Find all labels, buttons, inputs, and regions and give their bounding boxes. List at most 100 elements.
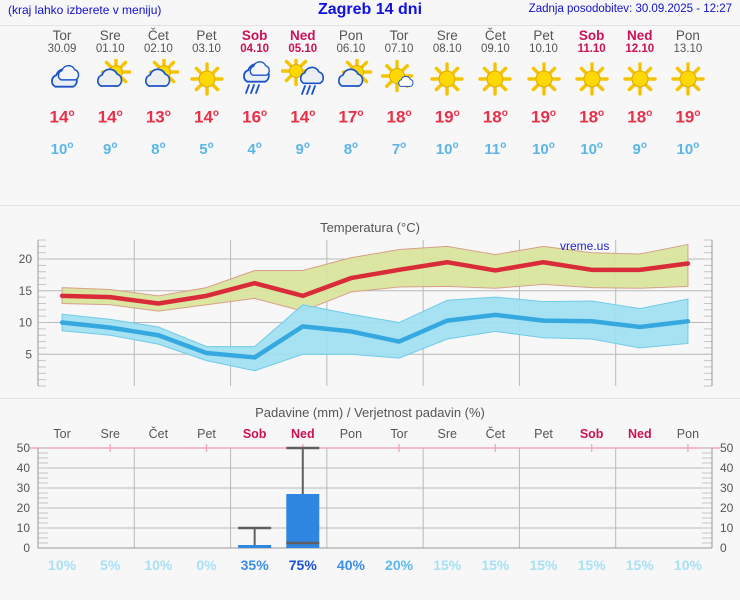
svg-text:Sre: Sre (437, 427, 457, 441)
svg-text:10: 10 (17, 521, 31, 535)
day-date: 10.10 (529, 43, 558, 55)
svg-text:50: 50 (720, 441, 734, 455)
forecast-day-column: Čet 09.10 18o 11o (469, 28, 521, 163)
svg-text:vreme.us: vreme.us (560, 239, 609, 253)
sun-rain-icon (277, 59, 329, 99)
temperature-chart: 5 10 15 20 vreme.us (0, 236, 740, 396)
svg-text:0: 0 (23, 541, 30, 555)
sunny-icon (421, 59, 473, 99)
forecast-day-column: Sre 01.10 14o 9o (84, 28, 136, 163)
forecast-day-column: Sre 08.10 19o 10o (421, 28, 473, 163)
day-date: 11.10 (577, 43, 606, 55)
cloudy-icon (36, 59, 88, 99)
day-date: 03.10 (192, 43, 221, 55)
svg-text:Ned: Ned (291, 427, 315, 441)
forecast-day-column: Pet 03.10 14o 5o (181, 28, 233, 163)
sunny-icon (566, 59, 618, 99)
svg-text:30: 30 (720, 481, 734, 495)
svg-text:75%: 75% (289, 557, 318, 573)
day-date: 07.10 (384, 43, 414, 55)
svg-text:40: 40 (17, 461, 31, 475)
day-date: 12.10 (625, 43, 655, 55)
day-name: Tor (389, 28, 409, 43)
svg-text:10: 10 (19, 316, 33, 330)
temperature-min: 4o (247, 139, 262, 158)
sunny-icon (181, 59, 233, 99)
svg-text:15%: 15% (626, 557, 655, 573)
temperature-min: 5o (199, 139, 214, 158)
day-date: 05.10 (288, 43, 318, 55)
day-date: 02.10 (143, 43, 173, 55)
svg-text:15%: 15% (481, 557, 510, 573)
forecast-day-column: Tor 07.10 18o 7o (373, 28, 425, 163)
partly-sunny-icon (132, 59, 184, 99)
day-name: Ned (290, 28, 316, 43)
forecast-day-column: Pon 13.10 19o 10o (662, 28, 714, 163)
forecast-day-column: Ned 05.10 14o 9o (277, 28, 329, 163)
svg-text:15%: 15% (529, 557, 558, 573)
svg-text:10%: 10% (48, 557, 77, 573)
forecast-day-column: Ned 12.10 18o 9o (614, 28, 666, 163)
day-name: Pon (675, 28, 700, 43)
temperature-max: 13o (145, 107, 171, 127)
partly-sunny-icon (325, 59, 377, 99)
day-date: 06.10 (336, 43, 366, 55)
svg-text:Pet: Pet (197, 427, 216, 441)
svg-text:50: 50 (17, 441, 31, 455)
svg-text:10%: 10% (144, 557, 173, 573)
day-name: Čet (147, 28, 169, 43)
temperature-min: 8o (151, 139, 166, 158)
sunny-icon (614, 59, 666, 99)
svg-text:Pon: Pon (340, 427, 362, 441)
temperature-max: 19o (434, 107, 460, 127)
menu-hint: (kraj lahko izberete v meniju) (8, 3, 162, 17)
temperature-min: 10o (435, 139, 459, 158)
temperature-min: 8o (343, 139, 359, 158)
day-date: 01.10 (95, 43, 125, 55)
svg-text:5%: 5% (100, 557, 121, 573)
svg-text:Tor: Tor (390, 427, 407, 441)
svg-text:20%: 20% (385, 557, 414, 573)
svg-text:20: 20 (17, 501, 31, 515)
day-name: Pon (338, 28, 363, 43)
day-name: Pet (196, 28, 217, 43)
svg-text:Čet: Čet (149, 426, 169, 441)
day-name: Pet (533, 28, 554, 43)
sunny-icon (662, 59, 714, 99)
header-divider (0, 25, 740, 26)
day-date: 13.10 (673, 43, 703, 55)
svg-text:Sob: Sob (243, 427, 267, 441)
page-header: (kraj lahko izberete v meniju) Zagreb 14… (0, 0, 740, 24)
rain-icon (229, 59, 281, 99)
sunny-icon (518, 59, 570, 99)
day-date: 30.09 (47, 43, 77, 55)
table-divider (0, 205, 740, 206)
temperature-min: 10o (580, 139, 604, 158)
forecast-day-column: Pon 06.10 17o 8o (325, 28, 377, 163)
temperature-chart-title: Temperatura (°C) (320, 220, 420, 235)
day-name: Tor (52, 28, 72, 43)
temperature-min: 7o (391, 139, 407, 158)
temperature-max: 14o (290, 107, 316, 127)
temperature-max: 17o (338, 107, 364, 127)
temperature-min: 9o (102, 139, 118, 158)
svg-text:15: 15 (19, 284, 33, 298)
svg-text:Pet: Pet (534, 427, 553, 441)
svg-text:Tor: Tor (53, 427, 70, 441)
svg-text:Sre: Sre (100, 427, 120, 441)
temperature-max: 18o (386, 107, 412, 127)
temperature-max: 14o (49, 107, 75, 127)
svg-text:15%: 15% (433, 557, 462, 573)
svg-text:20: 20 (720, 501, 734, 515)
day-date: 08.10 (432, 43, 462, 55)
temperature-max: 16o (242, 107, 268, 127)
temperature-max: 18o (482, 107, 508, 127)
day-name: Ned (627, 28, 653, 43)
page-title: Zagreb 14 dni (317, 1, 423, 18)
last-updated: Zadnja posodobitev: 30.09.2025 - 12:27 (528, 3, 732, 15)
svg-text:15%: 15% (578, 557, 607, 573)
svg-text:0: 0 (720, 541, 727, 555)
day-name: Sre (99, 28, 121, 43)
temperature-max: 18o (627, 107, 653, 127)
day-name: Čet (484, 28, 506, 43)
